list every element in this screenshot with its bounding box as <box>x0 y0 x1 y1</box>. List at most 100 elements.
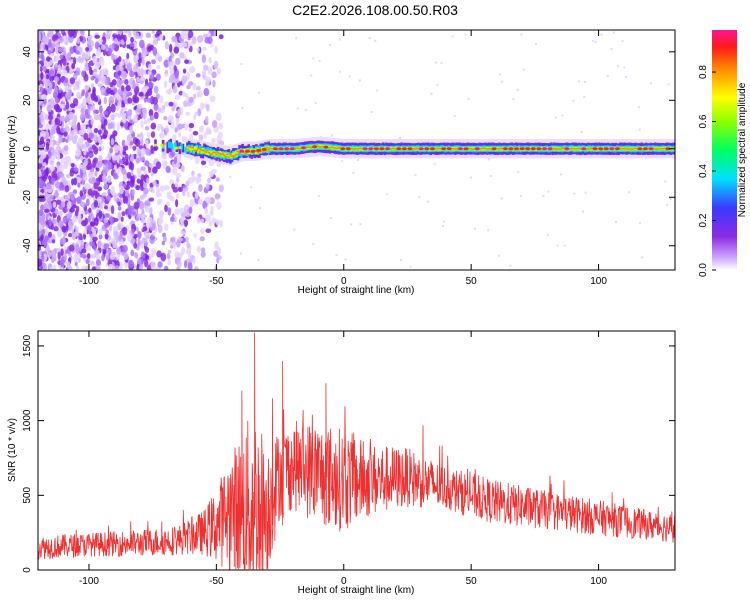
spectral-noise-blob <box>117 88 122 95</box>
ridge-band-segment <box>319 144 322 148</box>
spectral-noise-blob <box>156 199 162 206</box>
spectral-noise-blob <box>129 42 135 48</box>
spectral-noise-blob <box>182 68 187 74</box>
spectral-noise-blob <box>119 185 124 195</box>
spectral-noise-blob <box>62 215 69 224</box>
spectral-faint-dot <box>295 37 298 40</box>
spectral-noise-blob <box>214 241 219 250</box>
ridge-peak <box>491 147 497 151</box>
spectral-noise-blob <box>93 134 99 143</box>
spectral-noise-blob <box>50 249 56 258</box>
spectral-noise-blob <box>138 200 144 210</box>
ridge-band-segment <box>235 153 238 156</box>
spectral-noise-blob <box>51 119 55 127</box>
ridge-band-segment <box>218 150 221 154</box>
spectral-noise-blob <box>110 137 115 146</box>
ridge-band-segment <box>589 147 593 150</box>
spectral-noise-blob <box>200 218 205 223</box>
ridge-band-segment <box>180 143 183 150</box>
ridge-band-segment <box>359 147 362 150</box>
ridge-band-segment <box>222 152 226 157</box>
spectral-faint-dot <box>464 33 467 36</box>
ridge-peak <box>458 147 463 151</box>
spectral-noise-blob <box>60 30 66 33</box>
spectral-noise-blob <box>173 156 178 165</box>
spectral-noise-blob <box>215 177 220 182</box>
ridge-band-segment <box>267 148 270 151</box>
spectral-noise-blob <box>179 52 185 59</box>
spectral-faint-dot <box>293 228 296 231</box>
spectral-noise-blob <box>127 109 133 116</box>
x-tick-label: 50 <box>466 276 478 287</box>
spectral-noise-blob <box>38 70 42 75</box>
snr-x-label: Height of straight line (km) <box>298 585 415 596</box>
ridge-band-segment <box>655 148 659 150</box>
ridge-band-segment <box>200 150 203 154</box>
spectral-noise-blob <box>136 76 140 83</box>
ridge-band-segment <box>233 151 237 154</box>
spectral-noise-blob <box>135 55 139 60</box>
spectral-noise-blob <box>52 201 57 209</box>
spectral-noise-blob <box>116 154 120 164</box>
spectral-noise-blob <box>103 118 108 126</box>
spectral-faint-dot <box>487 229 490 232</box>
spectral-noise-blob <box>50 180 55 186</box>
ridge-band-segment <box>242 148 246 152</box>
spectral-noise-blob <box>131 189 135 196</box>
spectral-noise-blob <box>53 104 60 111</box>
spectral-noise-blob <box>123 34 127 43</box>
ridge-peak <box>581 147 587 151</box>
ridge-band-segment <box>337 147 341 150</box>
ridge-band-segment <box>213 152 217 154</box>
spectral-noise-blob <box>175 117 180 127</box>
ridge-band-segment <box>215 154 218 156</box>
ridge-band-segment <box>190 147 194 151</box>
spectral-noise-blob <box>117 224 121 231</box>
spectral-noise-blob <box>174 94 181 101</box>
spectral-noise-blob <box>49 165 56 172</box>
ridge-band-segment <box>174 142 177 149</box>
spectral-faint-dot <box>520 195 523 198</box>
spectral-noise-blob <box>46 74 50 80</box>
ridge-band-segment <box>357 147 361 150</box>
spectral-noise-blob <box>81 91 85 97</box>
ridge-band-segment <box>224 153 228 158</box>
spectral-noise-blob <box>179 42 184 49</box>
ridge-band-segment <box>559 148 562 150</box>
spectral-noise-blob <box>59 259 65 268</box>
ridge-band-segment <box>334 147 338 150</box>
spectral-noise-blob <box>159 34 164 41</box>
ridge-peak <box>368 147 374 151</box>
spectral-noise-blob <box>70 194 75 201</box>
spectral-noise-blob <box>100 44 106 51</box>
ridge-band-segment <box>212 151 215 154</box>
spectral-noise-blob <box>163 80 168 89</box>
spectral-noise-blob <box>142 50 149 56</box>
spectral-noise-blob <box>188 122 195 129</box>
ridge-band-segment <box>568 148 572 150</box>
spectral-noise-blob <box>196 217 201 224</box>
ridge-band-segment <box>629 148 633 150</box>
ridge-band-segment <box>207 151 211 154</box>
spectral-noise-blob <box>186 191 191 198</box>
spectral-faint-dot <box>259 207 262 210</box>
ridge-peak <box>239 149 245 153</box>
spectral-noise-blob <box>161 107 165 115</box>
ridge-band-segment <box>200 149 203 151</box>
spectral-noise-blob <box>105 229 109 235</box>
ridge-band-segment <box>239 150 243 157</box>
ridge-band-segment <box>230 155 234 157</box>
spectral-noise-blob <box>138 91 144 97</box>
spectral-noise-blob <box>49 160 55 166</box>
spectral-noise-blob <box>134 114 138 120</box>
ridge-band-segment <box>232 155 235 157</box>
spectral-noise-blob <box>211 217 217 224</box>
ridge-peak <box>284 147 290 151</box>
spectral-noise-blob <box>85 242 91 250</box>
spectral-noise-blob <box>205 129 212 134</box>
spectral-noise-blob <box>181 91 186 97</box>
spectral-noise-blob <box>118 159 124 165</box>
spectral-noise-blob <box>148 63 152 70</box>
spectral-noise-blob <box>183 219 189 228</box>
